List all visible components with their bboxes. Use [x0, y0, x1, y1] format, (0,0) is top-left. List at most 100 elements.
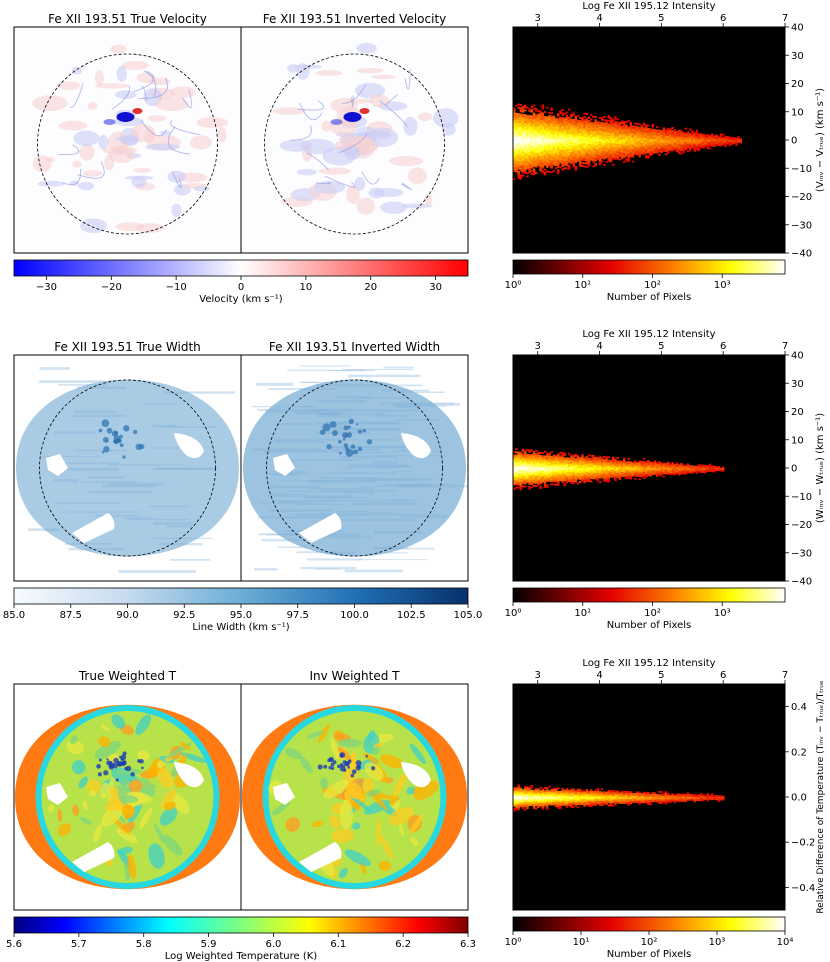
hist-cell [634, 129, 637, 131]
hist-cell [524, 460, 527, 462]
hist-cell [592, 143, 595, 145]
hist-cell [658, 800, 661, 803]
hist-cell [605, 802, 608, 805]
hist-cell [596, 468, 600, 471]
hist-cell [563, 162, 567, 165]
hist-cell [603, 802, 606, 805]
hist-cell [601, 133, 604, 136]
hist-cell [519, 454, 523, 457]
width-streak [287, 490, 366, 492]
hist-cell [513, 475, 516, 478]
width-streak [375, 384, 423, 387]
hist-cell [565, 791, 569, 794]
hist-cell [695, 135, 699, 138]
hist-cell [515, 135, 518, 138]
hist-cell [535, 480, 538, 483]
hist-cell [517, 475, 520, 478]
hist-cell [541, 114, 545, 116]
hist-cell [664, 802, 668, 805]
hist-cell [557, 467, 560, 470]
hist-cell [697, 467, 701, 470]
hist-cell [559, 802, 562, 805]
hist-cell [596, 794, 600, 797]
hist-cell [620, 463, 624, 466]
hist-cell [640, 796, 644, 799]
width-spot [115, 438, 120, 443]
hist-cell [647, 132, 650, 135]
hist-cell [587, 126, 591, 129]
hist-cell [524, 466, 527, 469]
hist-cell [559, 463, 562, 466]
hist-cell [581, 155, 584, 158]
hist-cell [651, 143, 655, 145]
hist-cell [563, 474, 567, 477]
velocity-patch [318, 167, 351, 175]
hist-cell [656, 151, 659, 154]
hist-cell [576, 135, 580, 138]
hist-cell [552, 152, 556, 155]
width-streak [272, 500, 332, 503]
hist-cell [704, 471, 707, 474]
hist-cell [605, 796, 608, 799]
hist-cell [682, 140, 685, 142]
hist-cell [537, 130, 540, 133]
hist-cell [561, 473, 564, 475]
hist-cell [539, 169, 542, 172]
hist-cell [515, 462, 518, 465]
hist-cell [598, 153, 602, 156]
hist-cell [574, 467, 578, 470]
width-spot [106, 439, 109, 443]
hist-cell [651, 139, 655, 142]
hist-cell [706, 140, 710, 143]
hist-cell [634, 141, 637, 144]
hist-cell [581, 795, 584, 798]
hist-cell [631, 136, 635, 139]
hist-cell [524, 149, 527, 152]
hist-cell [548, 137, 551, 140]
hist-cell [647, 793, 650, 796]
hist-cell [664, 146, 668, 149]
hist-cell [684, 137, 688, 140]
hist-cell [572, 128, 575, 131]
hist-cell [530, 158, 534, 161]
hist-cell [614, 141, 617, 144]
width-streak [379, 402, 455, 405]
hist-cell [618, 795, 622, 798]
hist-cell [715, 135, 718, 138]
hist-cell [612, 456, 615, 459]
hist-cell [592, 149, 595, 152]
width-streak [306, 495, 352, 498]
hist-cell [587, 467, 591, 470]
hist-cell [618, 152, 622, 154]
hist-cell [535, 138, 538, 141]
hist-cell [583, 462, 586, 465]
hist-cell [532, 472, 536, 474]
hist-cell [554, 787, 558, 790]
hist-cell [568, 145, 571, 148]
hist-cell [596, 142, 600, 144]
velocity-core-red [359, 108, 370, 114]
velocity-loop [77, 161, 105, 179]
hist-cell [515, 146, 518, 149]
hist-cell [521, 459, 525, 462]
hist-cell [515, 459, 518, 462]
hist-cell [565, 470, 569, 473]
hist-cell [524, 120, 527, 123]
temp-structure [72, 804, 79, 816]
temp-structure [364, 762, 384, 781]
hist-cell [616, 792, 619, 794]
colorbar-tick-label: −20 [101, 282, 122, 293]
hist-cell [539, 112, 542, 114]
hist-cell [634, 463, 637, 466]
hist-cell [548, 123, 551, 125]
hist-top-tick-label: 7 [782, 341, 788, 352]
temp-spot [108, 762, 115, 768]
hist-cell [526, 146, 529, 149]
hist-cell [559, 134, 562, 137]
temp-structure [350, 800, 361, 811]
hist-cell [601, 150, 604, 153]
hist-cell [574, 119, 578, 122]
hist-cell [513, 178, 516, 180]
hist-cell [706, 144, 710, 146]
width-streak [319, 412, 385, 416]
